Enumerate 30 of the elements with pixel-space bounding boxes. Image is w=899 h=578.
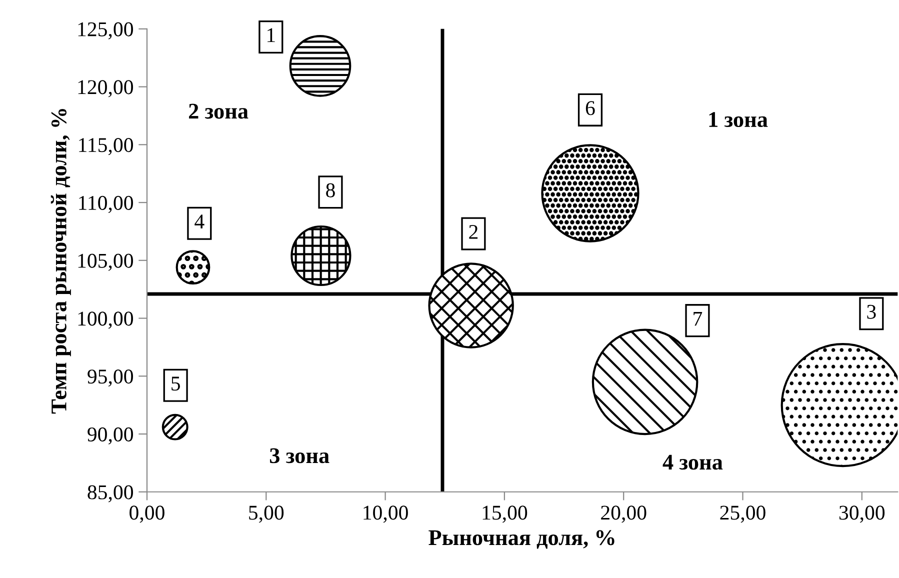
annotation: 4 — [194, 214, 204, 228]
x-tick-label: 15,00 — [482, 506, 528, 523]
x-tick-label: 25,00 — [720, 506, 766, 523]
annotation: 5 — [172, 376, 180, 391]
y-tick-label: 125,00 — [78, 22, 133, 40]
annotation: 8 — [326, 183, 335, 198]
x-tick-label: 0,00 — [130, 506, 164, 523]
y-axis-title: Темп роста рыночной доли, % — [50, 108, 71, 414]
x-axis-title: Рыночная доля, % — [428, 530, 614, 549]
annotation: 3 — [867, 304, 876, 319]
annotation: 7 — [694, 312, 702, 326]
x-tick-label: 20,00 — [601, 506, 646, 523]
annotation: 2 — [469, 224, 478, 239]
y-tick-label: 115,00 — [79, 138, 133, 156]
y-tick-label: 100,00 — [78, 312, 133, 329]
annotation: 1 — [268, 28, 275, 42]
y-tick-label: 95,00 — [88, 370, 133, 387]
x-tick-label: 30,00 — [839, 506, 885, 523]
x-tick-label: 5,00 — [249, 506, 284, 523]
annotation: 4 зона — [662, 454, 723, 470]
y-tick-label: 110,00 — [79, 196, 133, 213]
annotation: 6 — [586, 101, 595, 116]
annotation: 3 зона — [270, 448, 330, 464]
y-tick-label: 120,00 — [78, 80, 133, 98]
y-tick-label: 105,00 — [78, 254, 133, 271]
annotation: 2 зона — [188, 104, 248, 119]
y-tick-label: 90,00 — [88, 427, 133, 444]
annotation: 1 зона — [709, 112, 768, 128]
x-tick-label: 10,00 — [364, 506, 408, 523]
y-tick-label: 85,00 — [88, 485, 133, 502]
